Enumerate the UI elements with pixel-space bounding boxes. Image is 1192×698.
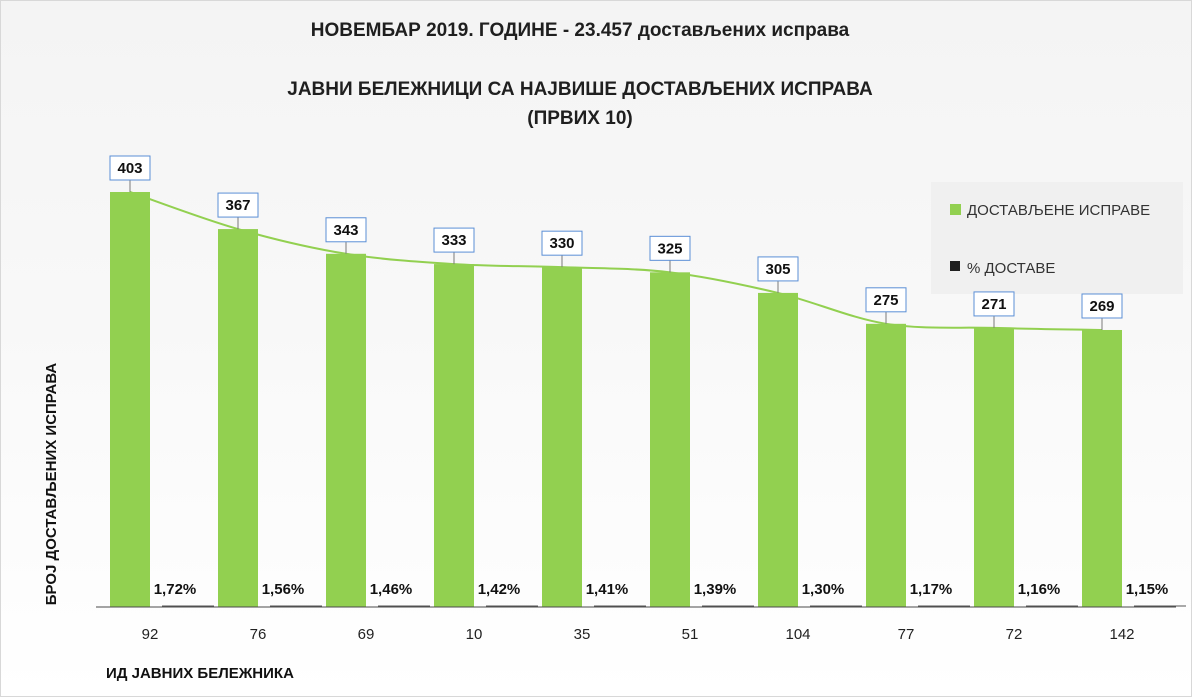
value-label-69: 343 <box>333 222 358 239</box>
legend-swatch-documents <box>950 204 961 215</box>
bar-69 <box>326 253 366 607</box>
value-label-box-92 <box>109 155 151 181</box>
trend-line <box>129 191 1103 331</box>
value-label-142: 269 <box>1089 298 1114 315</box>
value-label-35: 330 <box>549 235 574 252</box>
bars-group <box>110 192 1122 607</box>
x-ticks-group: 92 76 69 10 35 51 104 77 72 142 <box>142 626 1135 643</box>
x-tick-92: 92 <box>142 626 159 643</box>
legend-label-documents: ДОСТАВЉЕНЕ ИСПРАВЕ <box>967 202 1150 219</box>
value-label-92: 403 <box>117 160 142 177</box>
x-axis-title: ИД ЈАВНИХ БЕЛЕЖНИКА <box>106 665 294 682</box>
value-label-box-104 <box>757 256 799 282</box>
value-label-box-76 <box>217 192 259 218</box>
x-tick-10: 10 <box>466 626 483 643</box>
value-label-10: 333 <box>441 232 466 249</box>
page-title: НОВЕМБАР 2019. ГОДИНЕ - 23.457 достављен… <box>311 20 850 41</box>
percent-label-76: 1,56% <box>262 581 305 598</box>
percent-label-77: 1,17% <box>910 581 953 598</box>
x-tick-72: 72 <box>1006 626 1023 643</box>
x-tick-69: 69 <box>358 626 375 643</box>
legend-label-percentage: % ДОСТАВЕ <box>967 260 1055 277</box>
x-tick-76: 76 <box>250 626 267 643</box>
percent-label-104: 1,30% <box>802 581 845 598</box>
percent-label-35: 1,41% <box>586 581 629 598</box>
percent-label-142: 1,15% <box>1126 581 1169 598</box>
bar-76 <box>218 229 258 607</box>
chart-subtitle-line1: ЈАВНИ БЕЛЕЖНИЦИ СА НАЈВИШЕ ДОСТАВЉЕНИХ И… <box>287 79 873 100</box>
y-axis-title: БРОЈ ДОСТАВЉЕНИХ ИСПРАВА <box>43 363 60 606</box>
value-label-box-69 <box>325 217 367 243</box>
legend-box <box>931 182 1183 294</box>
x-tick-77: 77 <box>898 626 915 643</box>
value-label-box-142 <box>1081 293 1123 319</box>
percent-label-92: 1,72% <box>154 581 197 598</box>
x-tick-142: 142 <box>1109 626 1134 643</box>
value-label-77: 275 <box>873 292 898 309</box>
bar-51 <box>650 272 690 607</box>
bar-77 <box>866 323 906 607</box>
value-label-76: 367 <box>225 197 250 214</box>
x-tick-104: 104 <box>785 626 810 643</box>
value-label-104: 305 <box>765 261 790 278</box>
percent-labels-group: 1,72% 1,56% 1,46% 1,42% 1,41% 1,39% 1,30% 1,17%… <box>154 581 1186 607</box>
percent-label-69: 1,46% <box>370 581 413 598</box>
x-tick-51: 51 <box>682 626 699 643</box>
bar-72 <box>974 327 1014 607</box>
legend-swatch-percentage <box>950 261 960 271</box>
bar-35 <box>542 267 582 607</box>
value-label-box-10 <box>433 227 475 253</box>
value-label-box-35 <box>541 230 583 256</box>
bar-104 <box>758 292 798 607</box>
percent-label-72: 1,16% <box>1018 581 1061 598</box>
value-label-72: 271 <box>981 296 1006 313</box>
value-label-51: 325 <box>657 240 682 257</box>
percent-label-10: 1,42% <box>478 581 521 598</box>
percent-label-51: 1,39% <box>694 581 737 598</box>
x-tick-35: 35 <box>574 626 591 643</box>
value-label-box-72 <box>973 291 1015 317</box>
bar-92 <box>110 192 150 607</box>
value-label-box-77 <box>865 287 907 313</box>
value-label-box-51 <box>649 235 691 261</box>
value-labels-group: 403 367 343 333 330 325 305 275 271 269 <box>109 155 1123 330</box>
bar-10 <box>434 264 474 607</box>
chart-subtitle-line2: (ПРВИХ 10) <box>527 108 632 129</box>
bar-142 <box>1082 329 1122 607</box>
